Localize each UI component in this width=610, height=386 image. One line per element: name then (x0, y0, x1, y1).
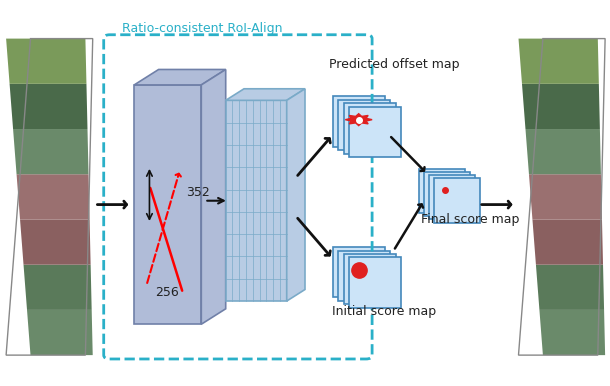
Polygon shape (287, 89, 305, 301)
Polygon shape (10, 84, 87, 129)
Polygon shape (226, 89, 305, 100)
Polygon shape (13, 129, 88, 174)
Text: Initial score map: Initial score map (332, 305, 437, 318)
Text: Final score map: Final score map (421, 213, 519, 226)
FancyBboxPatch shape (344, 103, 395, 154)
Polygon shape (226, 100, 287, 301)
Polygon shape (201, 69, 226, 324)
Polygon shape (6, 39, 87, 84)
Polygon shape (518, 39, 599, 84)
Text: Predicted offset map: Predicted offset map (329, 58, 460, 71)
FancyBboxPatch shape (434, 178, 479, 222)
FancyBboxPatch shape (344, 254, 395, 304)
FancyBboxPatch shape (425, 172, 470, 216)
FancyBboxPatch shape (349, 107, 401, 157)
Text: 256: 256 (156, 286, 179, 299)
Polygon shape (134, 69, 226, 85)
Text: 352: 352 (186, 186, 210, 200)
Polygon shape (536, 265, 604, 310)
Polygon shape (525, 129, 601, 174)
Polygon shape (345, 114, 372, 125)
FancyBboxPatch shape (349, 257, 401, 308)
Polygon shape (539, 310, 605, 355)
Polygon shape (529, 174, 602, 220)
Text: Ratio-consistent RoI-Align: Ratio-consistent RoI-Align (122, 22, 282, 35)
FancyBboxPatch shape (429, 175, 475, 219)
Polygon shape (134, 85, 201, 324)
FancyBboxPatch shape (333, 96, 384, 147)
FancyBboxPatch shape (420, 169, 465, 213)
Polygon shape (522, 84, 600, 129)
Polygon shape (20, 220, 91, 265)
Polygon shape (24, 265, 92, 310)
FancyBboxPatch shape (338, 100, 390, 150)
Polygon shape (533, 220, 603, 265)
Polygon shape (27, 310, 93, 355)
Polygon shape (16, 174, 90, 220)
FancyBboxPatch shape (338, 251, 390, 301)
FancyBboxPatch shape (333, 247, 384, 297)
